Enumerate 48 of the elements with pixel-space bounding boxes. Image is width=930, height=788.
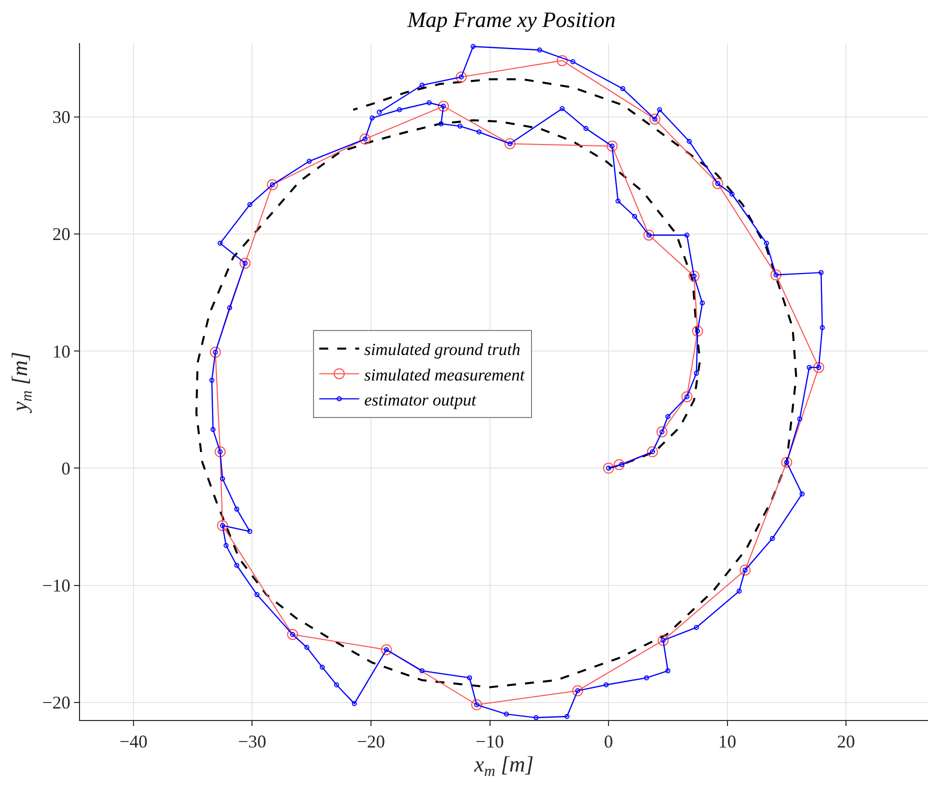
point	[614, 459, 625, 470]
point	[287, 629, 298, 640]
point	[681, 391, 692, 402]
point	[770, 269, 782, 280]
point	[658, 634, 669, 646]
y-tick-label: 30	[52, 107, 70, 128]
point	[471, 699, 482, 710]
legend-label: simulated measurement	[364, 365, 526, 384]
point	[692, 326, 704, 337]
x-tick-label: 10	[718, 732, 736, 752]
x-tick-label: 0	[604, 732, 614, 752]
y-tick-label: 0	[61, 458, 70, 478]
x-tick-label: −40	[119, 732, 148, 752]
point	[740, 564, 751, 576]
point	[456, 71, 467, 82]
point	[214, 446, 226, 458]
x-axis-title: x$_{m}$ [m]	[473, 752, 534, 780]
y-tick-label: −20	[42, 692, 70, 713]
point	[712, 178, 724, 190]
point	[688, 270, 700, 282]
point	[360, 134, 371, 145]
legend-label: simulated ground truth	[364, 340, 520, 360]
point	[781, 456, 792, 468]
point	[646, 446, 658, 458]
point	[656, 426, 668, 438]
point	[217, 520, 228, 532]
point	[240, 258, 251, 269]
point	[380, 644, 392, 656]
x-tick-label: 20	[837, 732, 856, 752]
x-tick-label: −20	[356, 732, 386, 752]
point	[606, 140, 618, 152]
point	[504, 138, 516, 150]
point	[603, 462, 614, 474]
point	[210, 346, 221, 358]
point	[266, 179, 278, 190]
point	[813, 362, 824, 373]
point	[643, 230, 654, 241]
point	[572, 685, 584, 696]
chart-title: Map Frame xy Position	[406, 7, 616, 32]
point	[556, 55, 568, 66]
point	[438, 100, 449, 112]
x-tick-label: −30	[238, 732, 266, 752]
x-tick-label: −10	[476, 732, 504, 752]
y-tick-label: 10	[52, 341, 70, 362]
y-tick-label: 20	[52, 224, 70, 244]
legend-label: estimator output	[364, 390, 478, 410]
point	[649, 114, 660, 125]
y-tick-label: −10	[42, 576, 70, 596]
